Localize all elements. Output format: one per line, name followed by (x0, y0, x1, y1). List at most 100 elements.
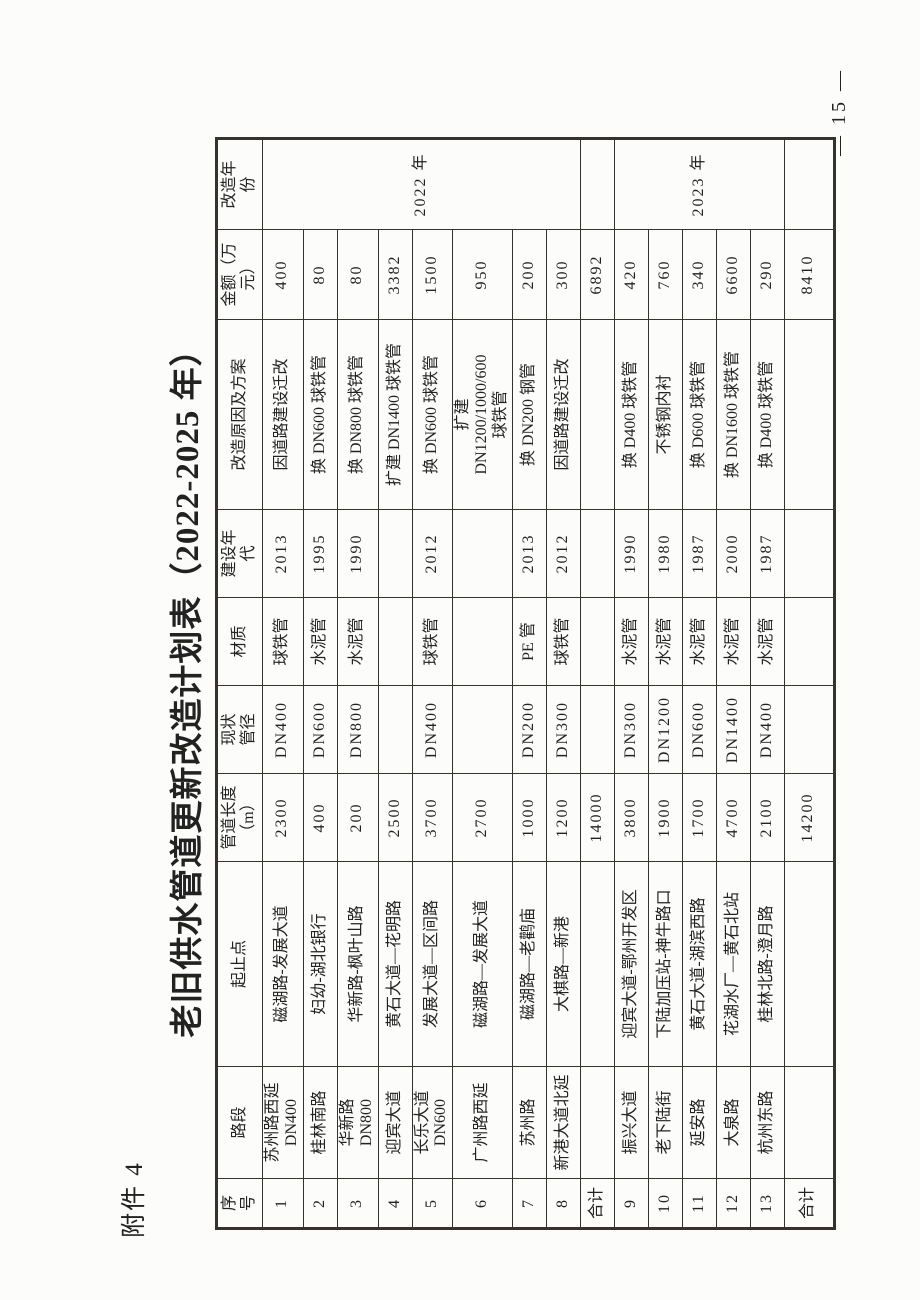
cell-length: 2100 (750, 773, 785, 862)
cell-build-year: 2012 (412, 509, 453, 598)
cell-length: 14000 (580, 773, 615, 862)
cell-no: 4 (378, 1178, 412, 1229)
table-row: 4 迎宾大道 黄石大道—花明路 2500 扩建 DN1400 球铁管 3382 (378, 139, 412, 1229)
cell-section: 大棋路—新港 (546, 861, 581, 1067)
table-row: 8 新港大道北延 大棋路—新港 1200 DN300 球铁管 2012 因道路建… (546, 139, 581, 1229)
cell-material (452, 597, 513, 686)
table-row-subtotal: 合计 14200 8410 (784, 138, 835, 1229)
cell-no: 1 (262, 1178, 304, 1229)
cell-length: 2500 (378, 773, 412, 862)
cell-section: 磁湖路—老鹳庙 (512, 861, 547, 1067)
cell-material (784, 597, 835, 686)
cell-build-year: 1980 (648, 509, 683, 598)
cell-length: 2300 (262, 773, 304, 862)
cell-build-year: 2013 (262, 509, 304, 598)
cell-build-year: 2013 (512, 509, 547, 598)
cell-diameter: DN1200 (648, 685, 683, 774)
table-row: 1 苏州路西延 DN400 磁湖路-发展大道 2300 DN400 球铁管 20… (262, 138, 581, 1229)
pipeline-renovation-table: 序 号 路段 起止点 管道长度 （m） 现状 管径 材质 建设年 代 改造原因及… (215, 137, 836, 1230)
table-row: 3 华新路 DN800 华新路-枫叶山路 200 DN800 水泥管 1990 … (337, 139, 378, 1229)
cell-length: 1000 (512, 773, 547, 862)
cell-road: 延安路 (682, 1066, 717, 1179)
cell-amount: 6600 (716, 229, 751, 320)
cell-diameter: DN1400 (716, 685, 751, 774)
cell-material: 水泥管 (648, 597, 683, 686)
cell-diameter: DN400 (750, 685, 785, 774)
cell-road (580, 1066, 615, 1179)
cell-plan: 因道路建设迁改 (262, 319, 304, 510)
cell-diameter (580, 685, 615, 774)
cell-road: 华新路 DN800 (337, 1066, 378, 1179)
cell-amount: 80 (337, 229, 378, 320)
cell-amount: 340 (682, 229, 717, 320)
col-header-road: 路段 (216, 1066, 263, 1179)
cell-material: 水泥管 (303, 597, 338, 686)
cell-diameter: DN800 (337, 685, 378, 774)
table-row: 13 杭州东路 桂林北路-澄月路 2100 DN400 水泥管 1987 换 D… (750, 139, 785, 1229)
cell-road: 大泉路 (716, 1066, 751, 1179)
cell-road: 老下陆街 (648, 1066, 683, 1179)
cell-plan: 扩建 DN1400 球铁管 (378, 319, 412, 510)
col-header-diameter: 现状 管径 (216, 685, 263, 774)
cell-no: 2 (303, 1178, 338, 1229)
cell-plan (784, 319, 835, 510)
col-header-reno-year: 改造年 份 (216, 138, 263, 230)
cell-section: 磁湖路-发展大道 (262, 861, 304, 1067)
cell-plan: 换 DN1600 球铁管 (716, 319, 751, 510)
cell-amount: 300 (546, 229, 581, 320)
cell-build-year: 1990 (337, 509, 378, 598)
cell-diameter: DN600 (303, 685, 338, 774)
cell-road: 广州路西延 (452, 1066, 513, 1179)
cell-road: 新港大道北延 (546, 1066, 581, 1179)
cell-length: 4700 (716, 773, 751, 862)
cell-amount: 8410 (784, 229, 835, 320)
table-row-subtotal: 合计 14000 6892 (580, 138, 615, 1229)
cell-plan: 不锈钢内衬 (648, 319, 683, 510)
cell-road: 杭州东路 (750, 1066, 785, 1179)
cell-diameter: DN400 (412, 685, 453, 774)
cell-plan: 换 DN800 球铁管 (337, 319, 378, 510)
cell-amount: 290 (750, 229, 785, 320)
cell-section: 迎宾大道-鄂州开发区 (614, 861, 649, 1067)
cell-diameter (452, 685, 513, 774)
cell-plan: 换 DN600 球铁管 (412, 319, 453, 510)
cell-length: 3800 (614, 773, 649, 862)
cell-section (580, 861, 615, 1067)
cell-no: 合计 (784, 1178, 835, 1229)
cell-no: 13 (750, 1178, 785, 1229)
cell-amount: 6892 (580, 229, 615, 320)
cell-build-year (378, 509, 412, 598)
cell-build-year (580, 509, 615, 598)
table-row: 7 苏州路 磁湖路—老鹳庙 1000 DN200 PE 管 2013 换 DN2… (512, 139, 547, 1229)
cell-no: 6 (452, 1178, 513, 1229)
table-row: 2 桂林南路 妇幼-湖北银行 400 DN600 水泥管 1995 换 DN60… (303, 139, 338, 1229)
cell-road: 迎宾大道 (378, 1066, 412, 1179)
cell-section: 花湖水厂—黄石北站 (716, 861, 751, 1067)
cell-amount: 1500 (412, 229, 453, 320)
cell-section: 妇幼-湖北银行 (303, 861, 338, 1067)
cell-plan: 换 DN600 球铁管 (303, 319, 338, 510)
cell-no: 8 (546, 1178, 581, 1229)
cell-build-year: 1987 (682, 509, 717, 598)
cell-section: 发展大道—区间路 (412, 861, 453, 1067)
cell-material: 球铁管 (412, 597, 453, 686)
cell-no: 合计 (580, 1178, 615, 1229)
table-row: 9 振兴大道 迎宾大道-鄂州开发区 3800 DN300 水泥管 1990 换 … (614, 138, 785, 1229)
cell-material: 球铁管 (546, 597, 581, 686)
cell-section: 桂林北路-澄月路 (750, 861, 785, 1067)
cell-amount: 3382 (378, 229, 412, 320)
cell-plan (580, 319, 615, 510)
cell-material: 球铁管 (262, 597, 304, 686)
cell-build-year: 2012 (546, 509, 581, 598)
cell-diameter: DN400 (262, 685, 304, 774)
cell-build-year (784, 509, 835, 598)
col-header-material: 材质 (216, 597, 263, 686)
cell-no: 11 (682, 1178, 717, 1229)
col-header-length: 管道长度 （m） (216, 773, 263, 862)
col-header-section: 起止点 (216, 861, 263, 1067)
cell-plan: 因道路建设迁改 (546, 319, 581, 510)
cell-diameter (784, 685, 835, 774)
cell-plan: 扩建 DN1200/1000/600 球铁管 (452, 319, 513, 510)
cell-diameter: DN300 (546, 685, 581, 774)
